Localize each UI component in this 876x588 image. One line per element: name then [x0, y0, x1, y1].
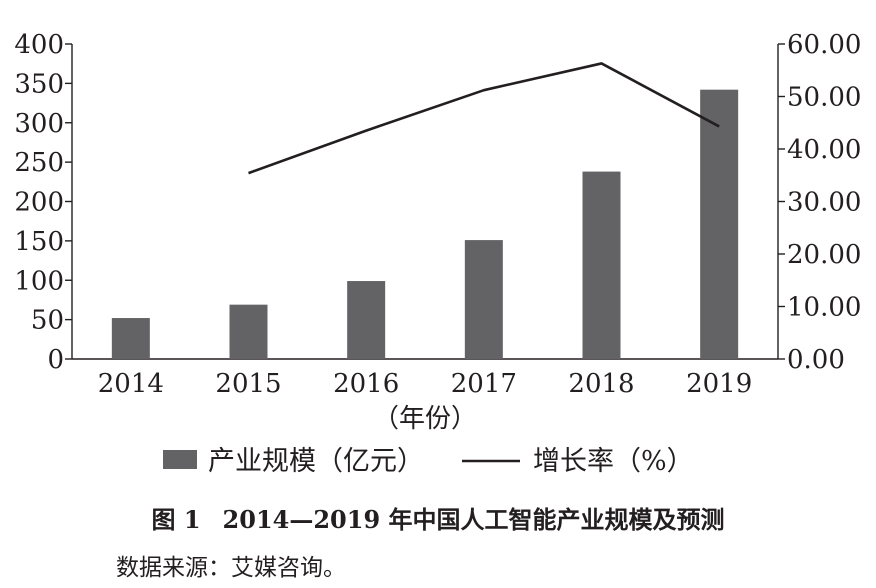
bar: [582, 171, 621, 359]
data-source: 数据来源：艾媒咨询。: [116, 548, 346, 582]
x-tick-label: 2018: [568, 369, 634, 399]
legend-line-label: 增长率（%）: [533, 446, 694, 477]
right-tick-label: 30.00: [787, 188, 861, 218]
left-tick-label: 150: [14, 227, 64, 257]
x-tick-label: 2015: [215, 369, 281, 399]
bar: [464, 240, 503, 359]
legend-bar-label: 产业规模（亿元）: [208, 446, 424, 477]
left-tick-label: 200: [14, 188, 64, 218]
bar: [347, 281, 386, 359]
chart: 0 50 100 150 200 250 300 350 400 0.00 10.00 20.00 30…: [14, 30, 861, 477]
figure-title: 2014—2019 年中国人工智能产业规模及预测: [222, 505, 725, 534]
bar-series: [111, 89, 739, 360]
left-tick-label: 100: [14, 266, 64, 296]
left-tick-label: 50: [31, 306, 64, 336]
bar: [111, 318, 150, 359]
x-axis-label: （年份）: [373, 404, 477, 434]
right-tick-label: 50.00: [787, 83, 861, 113]
source-text: 艾媒咨询。: [231, 555, 346, 581]
x-tick-label: 2014: [98, 369, 164, 399]
figure-number: 图 1: [151, 505, 201, 534]
x-tick-label: 2017: [451, 369, 517, 399]
tick-labels: 0 50 100 150 200 250 300 350 400 0.00 10.00 20.00 30…: [14, 30, 861, 434]
source-label: 数据来源：: [116, 555, 231, 581]
legend: 产业规模（亿元） 增长率（%）: [163, 446, 694, 477]
x-tick-label: 2019: [686, 369, 752, 399]
right-tick-label: 10.00: [787, 293, 861, 323]
legend-bar-swatch: [163, 450, 197, 469]
left-tick-label: 0: [47, 345, 64, 375]
x-tick-label: 2016: [333, 369, 399, 399]
growth-rate-line: [248, 62, 720, 175]
right-tick-label: 40.00: [787, 135, 861, 165]
right-tick-label: 60.00: [787, 30, 861, 60]
chart-axes: [65, 43, 785, 360]
left-tick-label: 400: [14, 30, 64, 60]
left-tick-label: 350: [14, 69, 64, 99]
figure-caption: 图 1 2014—2019 年中国人工智能产业规模及预测: [0, 500, 876, 535]
left-tick-label: 250: [14, 148, 64, 178]
right-tick-label: 0.00: [787, 345, 845, 375]
bar: [700, 89, 739, 360]
right-tick-label: 20.00: [787, 240, 861, 270]
left-tick-label: 300: [14, 109, 64, 139]
line-series: [248, 62, 720, 175]
bar: [229, 304, 268, 359]
